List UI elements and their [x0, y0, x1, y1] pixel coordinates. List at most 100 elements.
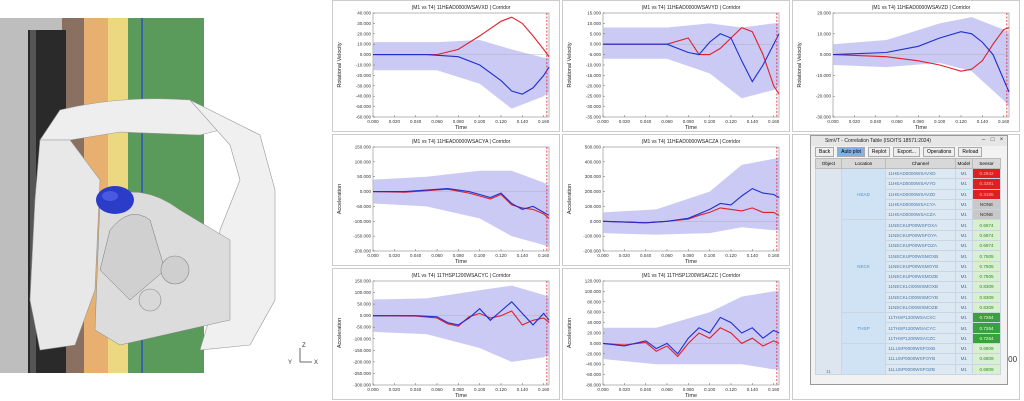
minimize-icon[interactable]: –: [981, 137, 986, 143]
sensor-score-cell[interactable]: 0.7505: [972, 270, 1001, 283]
sensor-score-cell[interactable]: NONE: [972, 209, 1001, 221]
sensor-score-cell[interactable]: 0.6809: [972, 363, 1001, 375]
sensor-score-cell[interactable]: 0.7264: [972, 332, 1001, 345]
channel-cell[interactable]: 11HEAD0000WSAVZD: [885, 188, 956, 200]
sensor-score-cell[interactable]: 0.7264: [972, 322, 1001, 334]
model-cell[interactable]: M1: [954, 343, 974, 355]
model-cell[interactable]: M1: [954, 188, 974, 200]
channel-cell[interactable]: 11NECKUP00WSFOYA: [885, 229, 956, 242]
sensor-score-cell[interactable]: 0.8309: [972, 291, 1001, 303]
col-model[interactable]: Model: [954, 158, 974, 169]
model-cell[interactable]: M1: [954, 167, 974, 180]
channel-cell[interactable]: 11LUSP0000WSFOZB: [885, 363, 956, 375]
back-button[interactable]: Back: [815, 147, 835, 157]
sensor-score-cell[interactable]: NONE: [972, 198, 1001, 211]
table-row[interactable]: NECK 11NECKUP00WSFOXA M1 0.6974: [816, 219, 1001, 314]
table-row[interactable]: 11 HEAD 11HEAD0000WSAVXD M1 0.2942: [815, 167, 1001, 375]
sensor-score-cell[interactable]: 0.6809: [972, 343, 1001, 355]
location-cell[interactable]: THSP: [840, 312, 887, 345]
sensor-score-cell[interactable]: 0.7505: [972, 260, 1001, 272]
replot-button[interactable]: Replot: [867, 147, 891, 157]
channel-cell[interactable]: 11THSP1200WSACXC: [885, 312, 956, 324]
sensor-score-cell[interactable]: 0.6974: [972, 240, 1001, 252]
plot-panel-6[interactable]: (M1 vs T4) 11THSP1200WSACYC | Corridor 15…: [332, 268, 560, 400]
location-cell[interactable]: HEAD: [840, 167, 887, 221]
channel-cell[interactable]: 11HEAD0000WSAVYD: [885, 178, 956, 190]
model-cell[interactable]: M1: [954, 219, 974, 231]
plot-panel-1[interactable]: (M1 vs T4) 11HEAD0000WSAVXD | Corridor 40…: [332, 0, 560, 132]
reload-button[interactable]: Reload: [958, 147, 983, 157]
channel-cell[interactable]: 11NECKLO00WSMOZB: [885, 301, 956, 314]
channel-cell[interactable]: 11THSP1200WSACZC: [885, 332, 956, 345]
channel-cell[interactable]: 11NECKUP00WSFOZA: [885, 240, 956, 252]
model-cell[interactable]: M1: [954, 270, 974, 283]
window-titlebar[interactable]: SimVT - Correlation Table (ISO/TS 18571:…: [811, 136, 1007, 146]
channel-cell[interactable]: 11HEAD0000WSACZA: [885, 209, 956, 221]
model-cell[interactable]: M1: [954, 291, 974, 303]
simulation-viewport[interactable]: Z Y X: [0, 0, 326, 373]
col-sensor[interactable]: Sensor: [972, 158, 1001, 169]
location-cell[interactable]: NECK: [840, 219, 887, 314]
plot-panel-4[interactable]: (M1 vs T4) 11HEAD0000WSACYA | Corridor 15…: [332, 134, 560, 266]
table-row[interactable]: 11NECKLO00WSMOYB M1 0.8309: [816, 291, 1001, 303]
channel-cell[interactable]: 11NECKLO00WSMOXB: [885, 281, 956, 293]
sensor-score-cell[interactable]: 0.8309: [972, 281, 1001, 293]
sensor-score-cell[interactable]: 0.6974: [972, 219, 1001, 231]
correlation-table-window[interactable]: SimVT - Correlation Table (ISO/TS 18571:…: [810, 135, 1008, 385]
location-cell[interactable]: [840, 343, 887, 375]
channel-cell[interactable]: 11NECKUP00WSMOYB: [885, 260, 956, 272]
channel-cell[interactable]: 11NECKUP00WSFOXA: [885, 219, 956, 231]
export-button[interactable]: Export...: [893, 147, 920, 157]
channel-cell[interactable]: 11HEAD0000WSACYA: [885, 198, 956, 211]
plot-panel-5[interactable]: (M1 vs T4) 11HEAD0000WSACZA | Corridor 50…: [562, 134, 790, 266]
table-row[interactable]: 11THSP1200WSACYC M1 0.7264: [816, 322, 1001, 334]
channel-cell[interactable]: 11THSP1200WSACYC: [885, 322, 956, 334]
model-cell[interactable]: M1: [954, 363, 974, 375]
table-row[interactable]: 11LUSP0000WSFOZB M1 0.6809: [816, 363, 1001, 375]
channel-cell[interactable]: 11NECKUP00WSMOZB: [885, 270, 956, 283]
sensor-score-cell[interactable]: 0.3381: [972, 178, 1001, 190]
model-cell[interactable]: M1: [954, 312, 974, 324]
model-cell[interactable]: M1: [954, 240, 974, 252]
table-row[interactable]: 11LUSP0000WSFOXB M1 0.6809: [816, 343, 1001, 375]
table-row[interactable]: 11NECKUP00WSMOYB M1 0.7505: [816, 260, 1001, 272]
sensor-score-cell[interactable]: 0.2942: [972, 167, 1001, 180]
table-row[interactable]: 11NECKUP00WSFOZA M1 0.6974: [816, 240, 1001, 252]
model-cell[interactable]: M1: [954, 250, 974, 262]
auto-plot-button[interactable]: Auto plot: [837, 147, 865, 157]
table-row[interactable]: 11NECKLO00WSMOXB M1 0.8309: [816, 281, 1001, 293]
table-row[interactable]: 11HEAD0000WSAVYD M1 0.3381: [816, 178, 1001, 190]
plot-panel-3[interactable]: (M1 vs T4) 11HEAD0000WSAVZD | Corridor 20…: [792, 0, 1020, 132]
model-cell[interactable]: M1: [954, 229, 974, 242]
model-cell[interactable]: M1: [954, 353, 974, 365]
table-row[interactable]: THSP 11THSP1200WSACXC M1 0.7264: [816, 312, 1001, 345]
channel-cell[interactable]: 11LUSP0000WSFOYB: [885, 353, 956, 365]
operations-button[interactable]: Operations: [922, 147, 956, 157]
close-icon[interactable]: ×: [999, 137, 1004, 143]
model-cell[interactable]: M1: [954, 322, 974, 334]
plot-panel-2[interactable]: (M1 vs T4) 11HEAD0000WSAVYD | Corridor 15…: [562, 0, 790, 132]
model-cell[interactable]: M1: [954, 260, 974, 272]
table-row[interactable]: 11THSP1200WSACZC M1 0.7264: [816, 332, 1001, 345]
channel-cell[interactable]: 11NECKUP00WSMOXB: [885, 250, 956, 262]
model-cell[interactable]: M1: [954, 198, 974, 211]
sensor-score-cell[interactable]: 0.3185: [972, 188, 1001, 200]
col-object[interactable]: Object: [815, 158, 842, 169]
model-cell[interactable]: M1: [954, 209, 974, 221]
channel-cell[interactable]: 11LUSP0000WSFOXB: [885, 343, 956, 355]
model-cell[interactable]: M1: [954, 281, 974, 293]
model-cell[interactable]: M1: [954, 178, 974, 190]
plot-panel-7[interactable]: (M1 vs T4) 11THSP1200WSACZC | Corridor 12…: [562, 268, 790, 400]
channel-cell[interactable]: 11HEAD0000WSAVXD: [885, 167, 956, 180]
sensor-score-cell[interactable]: 0.7264: [972, 312, 1001, 324]
channel-cell[interactable]: 11NECKLO00WSMOYB: [885, 291, 956, 303]
col-channel[interactable]: Channel: [885, 158, 956, 169]
model-cell[interactable]: M1: [954, 301, 974, 314]
sensor-score-cell[interactable]: 0.8309: [972, 301, 1001, 314]
sensor-score-cell[interactable]: 0.7505: [972, 250, 1001, 262]
object-cell[interactable]: 11: [815, 168, 842, 375]
sensor-score-cell[interactable]: 0.6809: [972, 353, 1001, 365]
table-row[interactable]: 11LUSP0000WSFOYB M1 0.6809: [816, 353, 1001, 365]
maximize-icon[interactable]: □: [990, 137, 995, 143]
model-cell[interactable]: M1: [954, 332, 974, 345]
